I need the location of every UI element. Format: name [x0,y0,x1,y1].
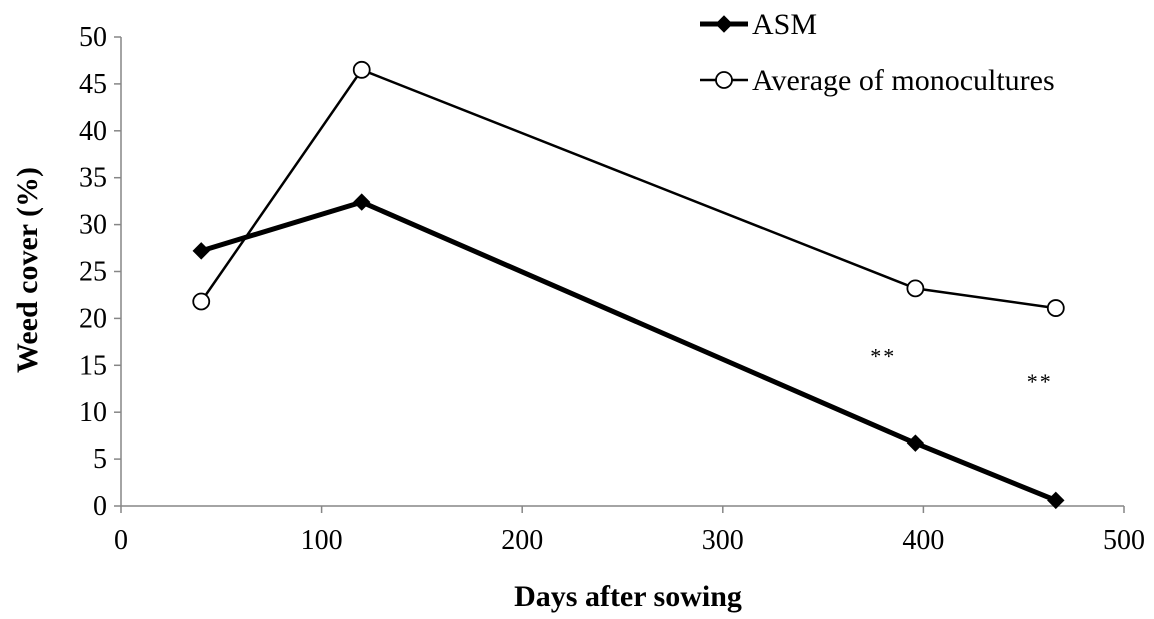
annotation-layer: ** ** [870,343,1053,394]
y-tick-label: 20 [79,303,107,334]
data-point [192,292,211,311]
data-point [906,279,925,298]
data-point [353,193,371,211]
legend-item: Average of monocultures [700,64,1055,97]
y-tick-label: 15 [79,350,107,381]
series-asm [192,193,1065,510]
y-tick-label: 50 [79,22,107,53]
y-tick-label: 25 [79,257,107,288]
y-axis-title: Weed cover (%) [11,167,44,373]
data-point [192,242,210,260]
series-average-of-monocultures [192,60,1065,317]
y-tick-label: 30 [79,210,107,241]
legend-label: ASM [752,8,817,41]
y-tick-label: 5 [93,444,107,475]
series-line [200,68,1056,310]
legend-label: Average of monocultures [752,64,1055,97]
legend-item: ASM [700,8,817,41]
series-line [200,199,1057,503]
x-tick-label: 0 [114,525,128,556]
y-tick-label: 0 [93,491,107,522]
legend: ASM Average of monocultures [700,8,1055,97]
data-point [1046,299,1065,317]
significance-annotation: ** [870,343,896,368]
y-tick-label: 45 [79,69,107,100]
data-point [906,434,925,452]
data-point [1047,491,1065,510]
x-tick-label: 200 [501,525,543,556]
x-tick-label: 500 [1103,525,1145,556]
y-tick-label: 35 [79,163,107,194]
y-tick-label: 40 [79,116,107,147]
x-axis-title: Days after sowing [514,580,742,613]
x-tick-label: 400 [902,525,944,556]
legend-marker [715,15,733,33]
x-tick-label: 300 [702,525,744,556]
legend-marker [715,71,733,89]
series-layer [192,60,1065,510]
x-tick-label: 100 [301,525,343,556]
significance-annotation: ** [1027,369,1053,394]
data-point [352,60,371,79]
y-tick-label: 10 [79,397,107,428]
